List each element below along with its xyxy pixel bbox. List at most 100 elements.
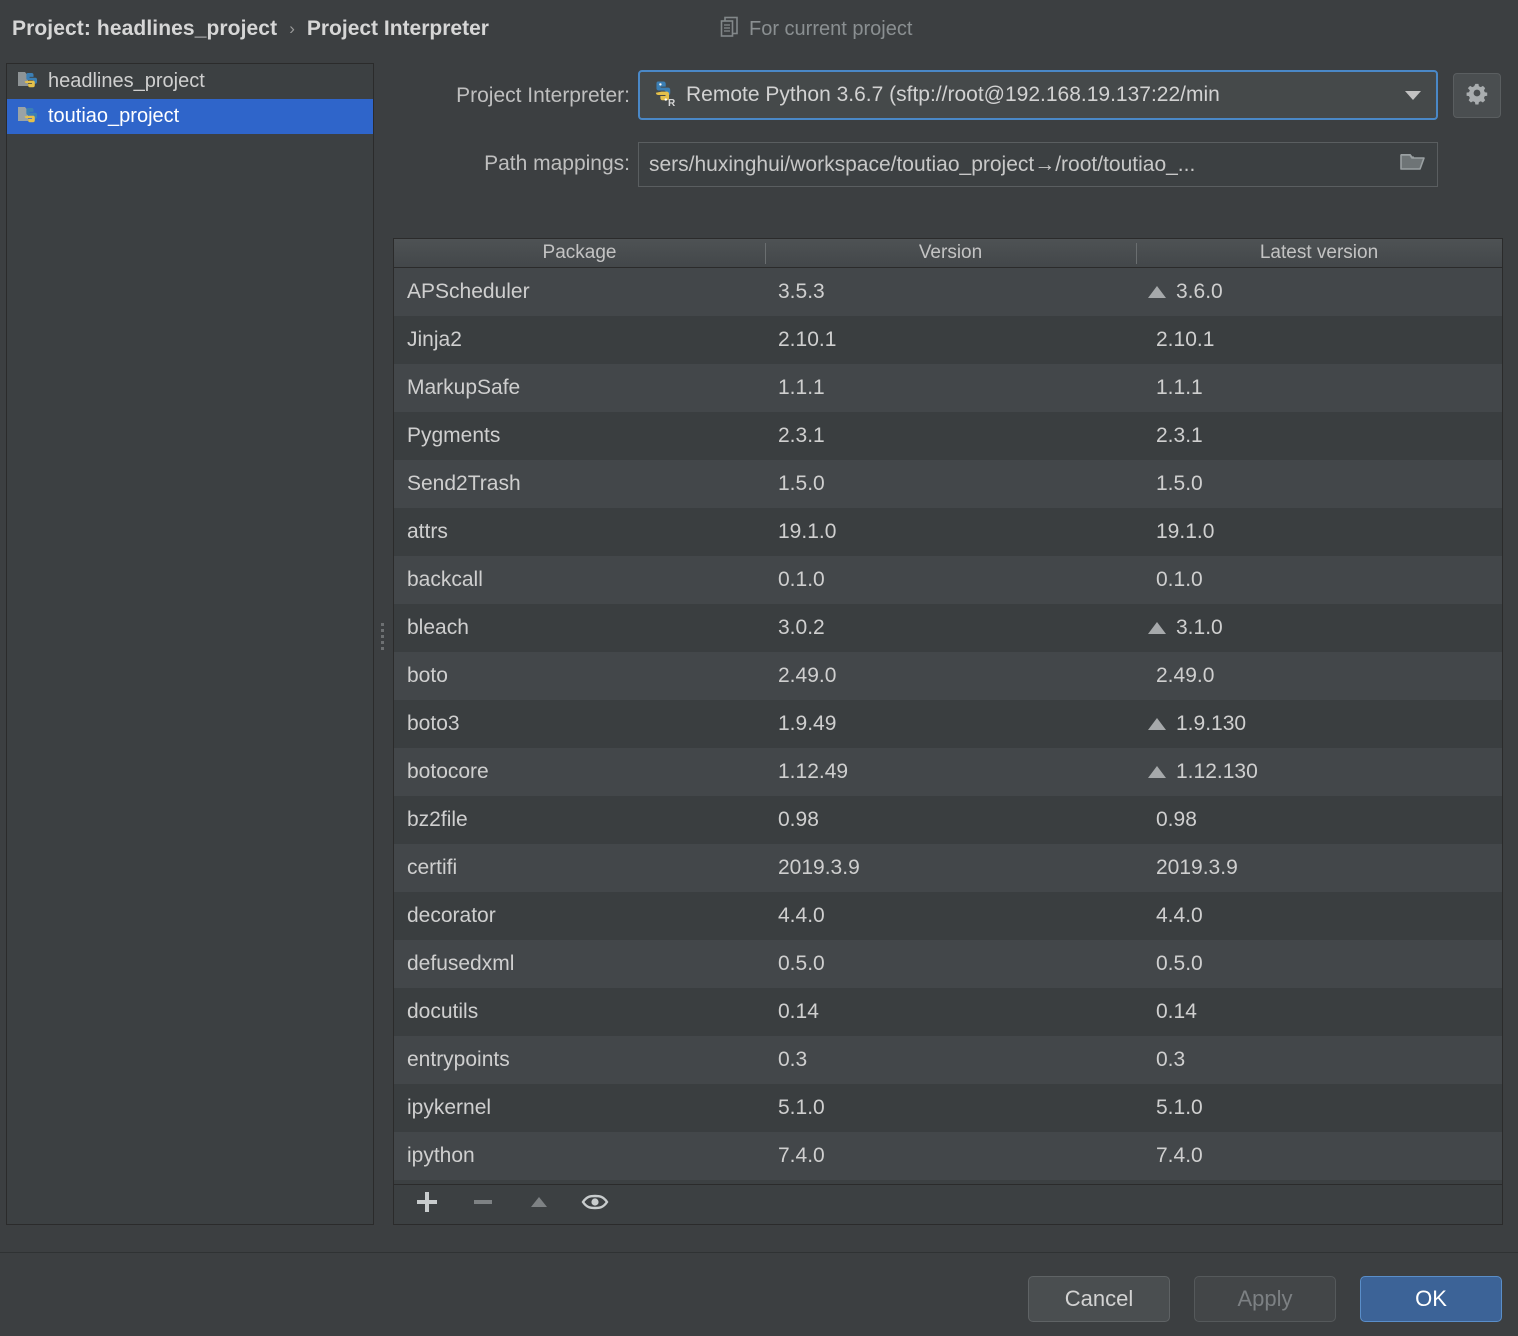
table-row[interactable]: botocore 1.12.49 1.12.130 xyxy=(394,748,1502,796)
page-title: Project Interpreter xyxy=(306,17,489,40)
table-row[interactable]: decorator 4.4.0 4.4.0 xyxy=(394,892,1502,940)
splitter-dot xyxy=(380,647,384,650)
sidebar-item-toutiao-project[interactable]: toutiao_project xyxy=(7,99,373,134)
cell-latest-version: 1.12.130 xyxy=(1136,748,1502,796)
table-row[interactable]: boto 2.49.0 2.49.0 xyxy=(394,652,1502,700)
add-package-button[interactable] xyxy=(412,1190,442,1220)
table-row[interactable]: Jinja2 2.10.1 2.10.1 xyxy=(394,316,1502,364)
upgrade-available-icon xyxy=(1148,718,1166,730)
remove-package-button[interactable] xyxy=(468,1190,498,1220)
latest-version-text: 3.1.0 xyxy=(1176,616,1223,639)
table-row[interactable]: ipython 7.4.0 7.4.0 xyxy=(394,1132,1502,1180)
column-header-version[interactable]: Version xyxy=(765,239,1136,267)
cell-version: 1.12.49 xyxy=(778,760,849,783)
path-mappings-field[interactable]: sers/huxinghui/workspace/toutiao_project… xyxy=(638,142,1438,187)
dialog-buttons: Cancel Apply OK xyxy=(1028,1276,1502,1322)
table-row[interactable]: Send2Trash 1.5.0 1.5.0 xyxy=(394,460,1502,508)
upgrade-package-button[interactable] xyxy=(524,1190,554,1220)
remote-python-icon: R xyxy=(650,79,678,112)
splitter-dot xyxy=(380,629,384,632)
cell-latest-version: 1.9.130 xyxy=(1136,700,1502,748)
table-row[interactable]: docutils 0.14 0.14 xyxy=(394,988,1502,1036)
cell-package: bleach xyxy=(407,616,469,639)
interpreter-dropdown[interactable]: R Remote Python 3.6.7 (sftp://root@192.1… xyxy=(638,70,1438,120)
table-row[interactable]: APScheduler 3.5.3 3.6.0 xyxy=(394,268,1502,316)
cell-package: Send2Trash xyxy=(407,472,521,495)
chevron-down-icon[interactable] xyxy=(1405,90,1421,100)
breadcrumb-project[interactable]: Project: headlines_project xyxy=(12,17,278,40)
cell-version: 0.14 xyxy=(778,1000,819,1023)
latest-version-text: 0.98 xyxy=(1156,808,1197,831)
up-arrow-icon xyxy=(526,1189,552,1220)
show-early-releases-button[interactable] xyxy=(580,1190,610,1220)
cell-version: 1.5.0 xyxy=(778,472,825,495)
latest-version-text: 1.9.130 xyxy=(1176,712,1247,735)
splitter-dot xyxy=(380,635,384,638)
interpreter-label: Project Interpreter: xyxy=(456,84,630,107)
python-module-icon xyxy=(17,68,39,96)
cell-latest-version: 2019.3.9 xyxy=(1136,844,1502,892)
column-header-package[interactable]: Package xyxy=(542,242,617,263)
cancel-button[interactable]: Cancel xyxy=(1028,1276,1170,1322)
cell-package: Jinja2 xyxy=(407,328,462,351)
apply-button[interactable]: Apply xyxy=(1194,1276,1336,1322)
sidebar-item-headlines-project[interactable]: headlines_project xyxy=(7,64,373,99)
panel-splitter[interactable] xyxy=(378,620,386,660)
cell-package: attrs xyxy=(407,520,448,543)
cell-latest-version: 4.4.0 xyxy=(1136,892,1502,940)
table-header-row: Package Version Latest version xyxy=(394,239,1502,268)
table-row[interactable]: defusedxml 0.5.0 0.5.0 xyxy=(394,940,1502,988)
table-row[interactable]: MarkupSafe 1.1.1 1.1.1 xyxy=(394,364,1502,412)
cell-package: decorator xyxy=(407,904,496,927)
upgrade-available-icon xyxy=(1148,286,1166,298)
table-row[interactable]: attrs 19.1.0 19.1.0 xyxy=(394,508,1502,556)
project-list: headlines_project toutiao_project xyxy=(6,63,374,1225)
ok-button[interactable]: OK xyxy=(1360,1276,1502,1322)
latest-version-text: 19.1.0 xyxy=(1156,520,1215,543)
cell-version: 5.1.0 xyxy=(778,1096,825,1119)
table-row[interactable]: boto3 1.9.49 1.9.130 xyxy=(394,700,1502,748)
cell-version: 2.3.1 xyxy=(778,424,825,447)
sidebar-item-label: toutiao_project xyxy=(48,105,180,127)
scope-label: For current project xyxy=(749,18,913,40)
cell-latest-version: 0.1.0 xyxy=(1136,556,1502,604)
cell-latest-version: 5.1.0 xyxy=(1136,1084,1502,1132)
latest-version-text: 1.1.1 xyxy=(1156,376,1203,399)
table-row[interactable]: bz2file 0.98 0.98 xyxy=(394,796,1502,844)
latest-version-text: 7.4.0 xyxy=(1156,1144,1203,1167)
latest-version-text: 1.12.130 xyxy=(1176,760,1258,783)
table-row[interactable]: backcall 0.1.0 0.1.0 xyxy=(394,556,1502,604)
latest-version-text: 2019.3.9 xyxy=(1156,856,1238,879)
eye-icon xyxy=(581,1189,609,1220)
cell-package: boto xyxy=(407,664,448,687)
upgrade-available-icon xyxy=(1148,622,1166,634)
table-row[interactable]: bleach 3.0.2 3.1.0 xyxy=(394,604,1502,652)
splitter-dot xyxy=(380,623,384,626)
latest-version-text: 2.3.1 xyxy=(1156,424,1203,447)
interpreter-settings-button[interactable] xyxy=(1453,73,1501,118)
cell-version: 3.0.2 xyxy=(778,616,825,639)
cell-package: MarkupSafe xyxy=(407,376,521,399)
path-mappings-label: Path mappings: xyxy=(484,152,630,175)
footer-divider xyxy=(0,1252,1518,1253)
latest-version-text: 2.10.1 xyxy=(1156,328,1215,351)
cell-version: 0.3 xyxy=(778,1048,808,1071)
cell-package: bz2file xyxy=(407,808,468,831)
cell-version: 0.98 xyxy=(778,808,819,831)
svg-text:R: R xyxy=(668,98,676,107)
copy-icon xyxy=(720,16,740,43)
cell-version: 3.5.3 xyxy=(778,280,825,303)
cell-latest-version: 19.1.0 xyxy=(1136,508,1502,556)
folder-icon[interactable] xyxy=(1399,150,1429,179)
table-row[interactable]: certifi 2019.3.9 2019.3.9 xyxy=(394,844,1502,892)
scope-indicator[interactable]: For current project xyxy=(720,16,912,43)
table-row[interactable]: Pygments 2.3.1 2.3.1 xyxy=(394,412,1502,460)
table-row[interactable]: ipykernel 5.1.0 5.1.0 xyxy=(394,1084,1502,1132)
table-row[interactable]: entrypoints 0.3 0.3 xyxy=(394,1036,1502,1084)
cell-version: 19.1.0 xyxy=(778,520,837,543)
latest-version-text: 0.3 xyxy=(1156,1048,1186,1071)
plus-icon xyxy=(414,1189,440,1220)
interpreter-value: Remote Python 3.6.7 (sftp://root@192.168… xyxy=(686,83,1220,106)
column-header-latest-version[interactable]: Latest version xyxy=(1136,239,1502,267)
